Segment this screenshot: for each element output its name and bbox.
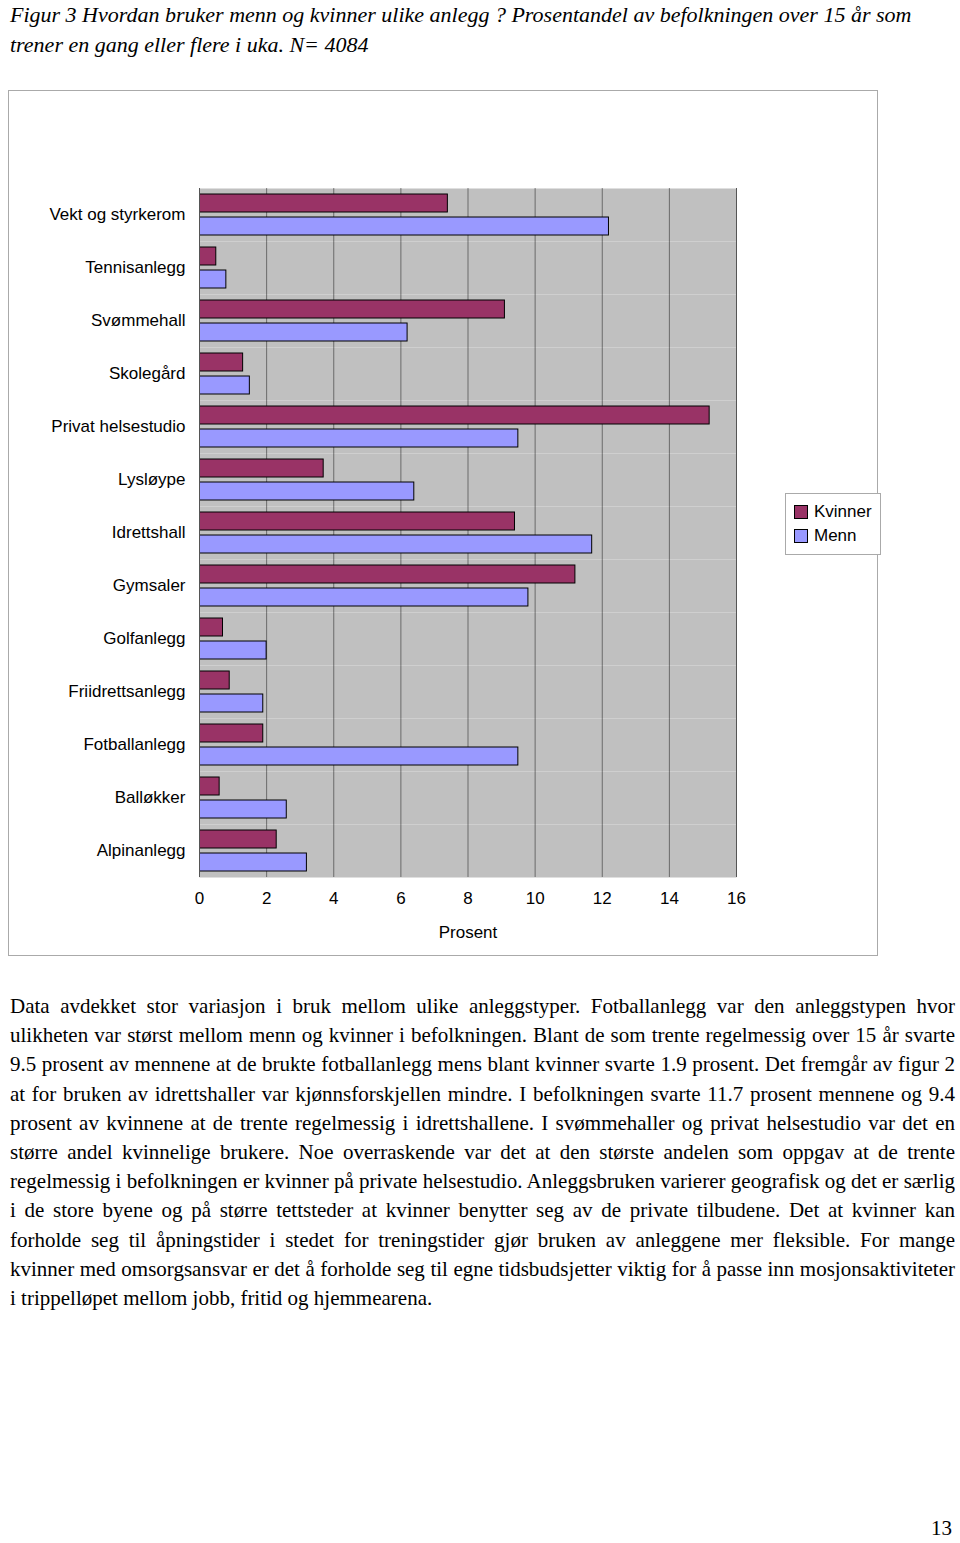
svg-text:Prosent: Prosent (439, 923, 498, 942)
svg-text:8: 8 (463, 889, 472, 908)
svg-text:6: 6 (396, 889, 405, 908)
svg-text:Svømmehall: Svømmehall (91, 311, 185, 330)
svg-text:Gymsaler: Gymsaler (113, 576, 186, 595)
svg-text:12: 12 (593, 889, 612, 908)
svg-text:Alpinanlegg: Alpinanlegg (97, 841, 186, 860)
svg-text:Privat helsestudio: Privat helsestudio (51, 417, 185, 436)
svg-text:2: 2 (262, 889, 271, 908)
svg-text:14: 14 (660, 889, 679, 908)
svg-text:4: 4 (329, 889, 338, 908)
html-text:Figur 3 Hvordan bruker menn og: Figur 3 Hvordan bruker menn og kvinner u… (10, 2, 912, 57)
svg-text:Idrettshall: Idrettshall (112, 523, 186, 542)
svg-text:10: 10 (526, 889, 545, 908)
svg-text:Vekt og styrkerom: Vekt og styrkerom (49, 205, 185, 224)
svg-text:16: 16 (727, 889, 746, 908)
svg-text:Friidrettsanlegg: Friidrettsanlegg (68, 682, 185, 701)
html-text:Menn: Menn (814, 526, 857, 545)
svg-text:Fotballanlegg: Fotballanlegg (83, 735, 185, 754)
svg-text:Skolegård: Skolegård (109, 364, 186, 383)
svg-text:Balløkker: Balløkker (115, 788, 186, 807)
html-text:Kvinner: Kvinner (814, 502, 872, 521)
svg-text:Lysløype: Lysløype (118, 470, 185, 489)
svg-text:0: 0 (195, 889, 204, 908)
html-text:Data avdekket stor variasjon i: Data avdekket stor variasjon i bruk mell… (10, 994, 955, 1310)
svg-text:Golfanlegg: Golfanlegg (103, 629, 185, 648)
svg-text:Tennisanlegg: Tennisanlegg (85, 258, 185, 277)
html-text:13: 13 (931, 1516, 952, 1540)
